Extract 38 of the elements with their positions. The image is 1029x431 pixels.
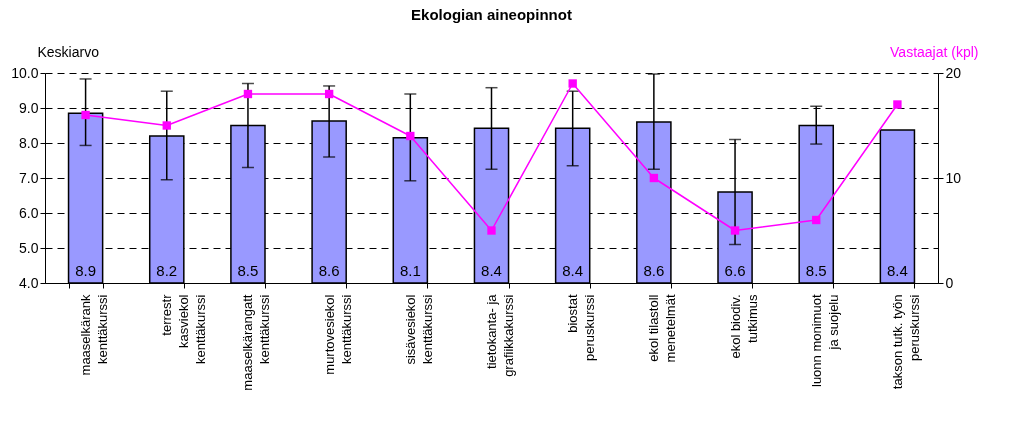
data-label: 8.6 bbox=[318, 262, 340, 279]
y-axis-title: Keskiarvo bbox=[37, 43, 100, 60]
y-tick-label: 7.0 bbox=[19, 169, 39, 186]
y2-tick-label: 20 bbox=[945, 64, 962, 81]
data-label: 8.4 bbox=[886, 262, 908, 279]
y2-tick-label: 10 bbox=[945, 169, 962, 186]
y-tick-label: 9.0 bbox=[19, 99, 39, 116]
x-tick-label: maaselkärank kenttäkurssi bbox=[78, 294, 111, 376]
point bbox=[649, 173, 659, 183]
point bbox=[568, 79, 577, 88]
point bbox=[406, 131, 415, 141]
point bbox=[162, 121, 171, 130]
data-label: 8.2 bbox=[156, 262, 178, 279]
y-tick-label: 5.0 bbox=[19, 239, 39, 256]
point bbox=[324, 89, 334, 99]
point bbox=[81, 110, 90, 120]
data-label: 8.5 bbox=[237, 262, 259, 279]
data-label: 8.1 bbox=[399, 262, 421, 279]
data-label: 8.9 bbox=[75, 262, 97, 279]
y2-axis-title: Vastaajat (kpl) bbox=[890, 43, 979, 60]
point bbox=[730, 226, 740, 235]
y-tick-label: 8.0 bbox=[19, 134, 39, 151]
data-label: 8.4 bbox=[562, 262, 584, 279]
point bbox=[487, 226, 496, 235]
data-label: 8.4 bbox=[481, 262, 502, 279]
x-tick-label: luonn monimuot ja suojelu bbox=[808, 294, 841, 387]
y2-tick-label: 0 bbox=[945, 274, 954, 291]
y-tick-label: 4.0 bbox=[19, 274, 39, 291]
point bbox=[243, 89, 253, 99]
point bbox=[893, 100, 902, 109]
x-tick-label: ekol biodiv. tutkimus bbox=[727, 294, 760, 359]
data-label: 6.6 bbox=[724, 262, 746, 279]
point bbox=[812, 215, 821, 225]
y-tick-label: 6.0 bbox=[19, 204, 39, 221]
chart-title: Ekologian aineopinnot bbox=[411, 6, 572, 23]
y-tick-label: 10.0 bbox=[11, 64, 39, 81]
data-label: 8.5 bbox=[805, 262, 827, 279]
data-label: 8.6 bbox=[643, 262, 665, 279]
